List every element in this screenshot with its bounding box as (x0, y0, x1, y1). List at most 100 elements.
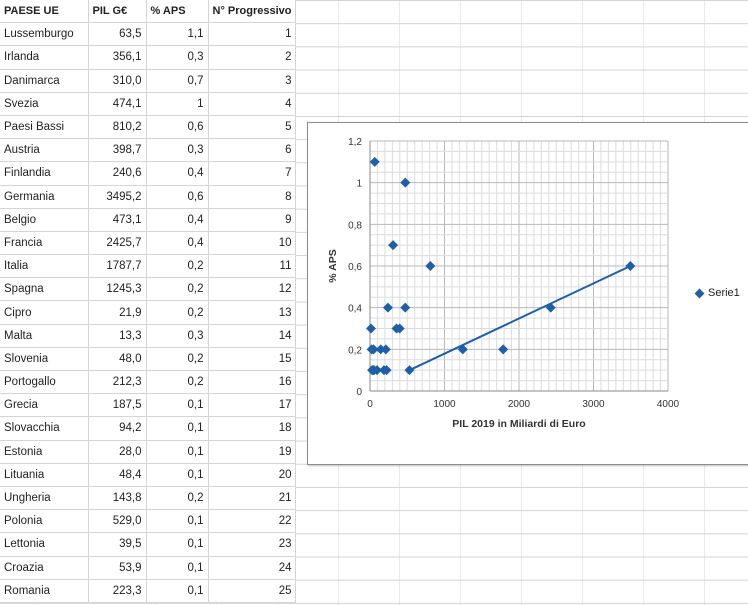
table-cell[interactable]: Polonia (0, 509, 89, 534)
table-cell[interactable]: Romania (0, 579, 89, 603)
table-cell[interactable]: Finlandia (0, 161, 89, 186)
table-cell[interactable]: 10 (208, 231, 297, 256)
table-cell[interactable]: Ungheria (0, 486, 89, 511)
table-cell[interactable]: 19 (208, 440, 297, 464)
table-cell[interactable]: 21 (208, 486, 297, 511)
table-cell[interactable]: Croazia (0, 556, 89, 580)
table-cell[interactable]: 0,3 (146, 45, 209, 70)
table-cell[interactable]: 473,1 (88, 208, 147, 232)
table-cell[interactable]: 1,1 (146, 22, 209, 47)
table-cell[interactable]: 20 (208, 463, 297, 487)
table-cell[interactable]: 212,3 (88, 370, 147, 395)
table-cell[interactable]: 240,6 (88, 161, 147, 186)
table-cell[interactable]: 21,9 (88, 300, 147, 325)
table-cell[interactable]: Cipro (0, 300, 89, 325)
table-cell[interactable]: 4 (208, 92, 297, 116)
table-cell[interactable]: Irlanda (0, 45, 89, 70)
table-cell[interactable]: 94,2 (88, 416, 147, 441)
table-cell[interactable]: 22 (208, 509, 297, 534)
table-cell[interactable]: 12 (208, 277, 297, 302)
table-cell[interactable]: 310,0 (88, 69, 147, 93)
table-cell[interactable]: 48,4 (88, 463, 147, 487)
table-cell[interactable]: 13 (208, 300, 297, 325)
table-cell[interactable]: 0,2 (146, 347, 209, 372)
table-cell[interactable]: 0,2 (146, 277, 209, 302)
table-cell[interactable]: 3495,2 (88, 185, 147, 209)
table-cell[interactable]: 0,1 (146, 463, 209, 487)
table-cell[interactable]: 1245,3 (88, 277, 147, 302)
table-cell[interactable]: 24 (208, 556, 297, 580)
table-cell[interactable]: 223,3 (88, 579, 147, 603)
table-cell[interactable]: 15 (208, 347, 297, 372)
table-cell[interactable]: 143,8 (88, 486, 147, 511)
table-cell[interactable]: 474,1 (88, 92, 147, 116)
table-cell[interactable]: Austria (0, 138, 89, 163)
table-cell[interactable]: 25 (208, 579, 297, 603)
table-cell[interactable]: 187,5 (88, 393, 147, 418)
column-header[interactable]: PAESE UE (0, 0, 89, 24)
table-cell[interactable]: Danimarca (0, 69, 89, 93)
table-cell[interactable]: 0,4 (146, 231, 209, 256)
table-cell[interactable]: 0,3 (146, 138, 209, 163)
table-cell[interactable]: Lettonia (0, 532, 89, 557)
table-cell[interactable]: 9 (208, 208, 297, 232)
table-cell[interactable]: 28,0 (88, 440, 147, 464)
table-cell[interactable]: 2425,7 (88, 231, 147, 256)
table-cell[interactable]: 0,4 (146, 208, 209, 232)
table-cell[interactable]: Germania (0, 185, 89, 209)
table-cell[interactable]: 810,2 (88, 115, 147, 140)
table-cell[interactable]: 0,2 (146, 254, 209, 279)
table-cell[interactable]: 0,4 (146, 161, 209, 186)
table-cell[interactable]: 53,9 (88, 556, 147, 580)
table-cell[interactable]: 529,0 (88, 509, 147, 534)
table-cell[interactable]: 1787,7 (88, 254, 147, 279)
column-header[interactable]: % APS (146, 0, 209, 24)
table-cell[interactable]: 6 (208, 138, 297, 163)
table-cell[interactable]: 2 (208, 45, 297, 70)
table-cell[interactable]: 0,2 (146, 486, 209, 511)
table-cell[interactable]: 0,1 (146, 440, 209, 464)
table-cell[interactable]: Slovenia (0, 347, 89, 372)
table-cell[interactable]: Lituania (0, 463, 89, 487)
table-cell[interactable]: 63,5 (88, 22, 147, 47)
table-cell[interactable]: 0,1 (146, 393, 209, 418)
table-cell[interactable]: Grecia (0, 393, 89, 418)
table-cell[interactable]: Portogallo (0, 370, 89, 395)
table-cell[interactable]: 3 (208, 69, 297, 93)
table-cell[interactable]: 0,1 (146, 416, 209, 441)
table-cell[interactable]: 11 (208, 254, 297, 279)
table-cell[interactable]: 0,1 (146, 532, 209, 557)
table-cell[interactable]: 8 (208, 185, 297, 209)
table-cell[interactable]: 398,7 (88, 138, 147, 163)
column-header[interactable]: PIL G€ (88, 0, 147, 24)
table-cell[interactable]: 0,7 (146, 69, 209, 93)
table-cell[interactable]: Paesi Bassi (0, 115, 89, 140)
table-cell[interactable]: Francia (0, 231, 89, 256)
table-cell[interactable]: 17 (208, 393, 297, 418)
table-cell[interactable]: 39,5 (88, 532, 147, 557)
table-cell[interactable]: 16 (208, 370, 297, 395)
table-cell[interactable]: 0,2 (146, 300, 209, 325)
table-cell[interactable]: 1 (208, 22, 297, 47)
table-cell[interactable]: 0,1 (146, 579, 209, 603)
table-cell[interactable]: Lussemburgo (0, 22, 89, 47)
table-cell[interactable]: 356,1 (88, 45, 147, 70)
table-cell[interactable]: 0,1 (146, 509, 209, 534)
table-cell[interactable]: Italia (0, 254, 89, 279)
table-cell[interactable]: 0,3 (146, 324, 209, 348)
table-cell[interactable]: 7 (208, 161, 297, 186)
table-cell[interactable]: Belgio (0, 208, 89, 232)
table-cell[interactable]: 18 (208, 416, 297, 441)
table-cell[interactable]: Estonia (0, 440, 89, 464)
table-cell[interactable]: 0,2 (146, 370, 209, 395)
column-header[interactable]: N° Progressivo (208, 0, 297, 24)
table-cell[interactable]: 48,0 (88, 347, 147, 372)
table-cell[interactable]: 14 (208, 324, 297, 348)
table-cell[interactable]: 23 (208, 532, 297, 557)
table-cell[interactable]: 0,6 (146, 115, 209, 140)
table-cell[interactable]: 5 (208, 115, 297, 140)
table-cell[interactable]: 1 (146, 92, 209, 116)
table-cell[interactable]: Malta (0, 324, 89, 348)
chart-area[interactable]: 0 1000 2000 3000 4000 0 0,2 0,4 0,6 0,8 1 1,2 PIL 20… (307, 122, 748, 465)
table-cell[interactable]: Spagna (0, 277, 89, 302)
